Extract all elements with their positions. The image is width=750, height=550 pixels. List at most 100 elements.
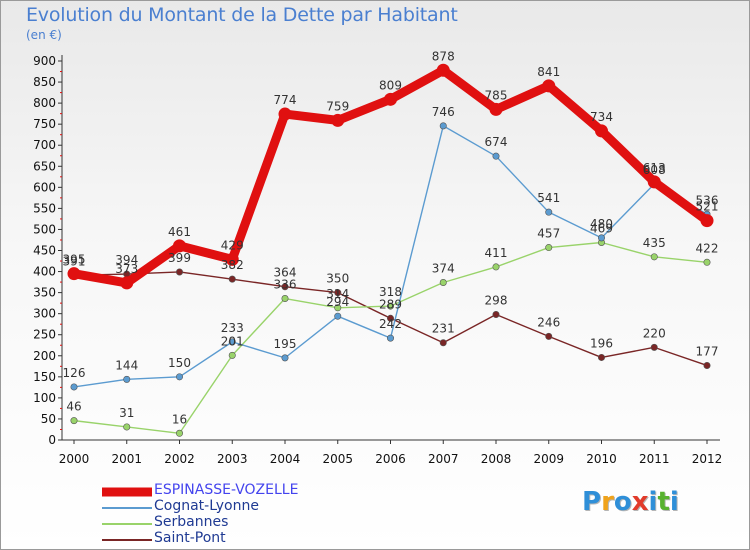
data-label: 841 [537, 65, 560, 79]
data-label: 336 [274, 278, 297, 292]
y-tick-label: 350 [33, 286, 56, 300]
x-tick-label: 2012 [692, 452, 723, 466]
data-label: 350 [326, 272, 349, 286]
data-label: 759 [326, 99, 349, 113]
data-label: 46 [66, 400, 81, 414]
data-label: 429 [221, 238, 244, 252]
data-label: 521 [696, 200, 719, 214]
data-label: 809 [379, 78, 402, 92]
legend-label: Saint-Pont [154, 530, 226, 546]
y-tick-label: 150 [33, 370, 56, 384]
data-point [597, 234, 605, 242]
y-tick-label: 700 [33, 138, 56, 152]
data-point [489, 102, 503, 116]
logo-letter: r [601, 487, 614, 517]
data-point [386, 314, 394, 322]
chart-title: Evolution du Montant de la Dette par Hab… [26, 4, 458, 26]
legend-swatch [102, 539, 152, 541]
data-point [228, 351, 236, 359]
data-point [595, 124, 608, 138]
data-label: 242 [379, 317, 402, 331]
data-label: 195 [274, 337, 297, 351]
data-point [67, 267, 81, 281]
legend-swatch [102, 523, 152, 525]
y-tick-label: 400 [33, 265, 56, 279]
data-label: 373 [115, 262, 138, 276]
legend-label: Serbannes [154, 514, 229, 530]
data-point [436, 63, 450, 77]
data-point [123, 423, 131, 431]
data-label: 480 [590, 217, 613, 231]
data-point [703, 258, 711, 266]
logo-letter: P [582, 487, 602, 517]
data-label: 608 [643, 163, 666, 177]
x-tick-label: 2010 [586, 452, 617, 466]
data-point [492, 311, 500, 319]
data-label: 457 [537, 227, 560, 241]
x-tick-label: 2009 [533, 452, 564, 466]
data-point [492, 263, 500, 271]
y-tick-label: 450 [33, 244, 56, 258]
data-label: 422 [696, 241, 719, 255]
y-tick-label: 650 [33, 159, 56, 173]
data-label: 289 [379, 297, 402, 311]
data-point [650, 343, 658, 351]
x-tick-label: 2011 [639, 452, 670, 466]
data-point [176, 373, 184, 381]
data-label: 246 [537, 315, 560, 329]
data-label: 31 [119, 406, 134, 420]
data-point [650, 253, 658, 261]
x-tick-label: 2006 [375, 452, 406, 466]
y-tick-label: 0 [48, 433, 56, 447]
data-label: 435 [643, 236, 666, 250]
data-label: 314 [326, 287, 349, 301]
data-label: 177 [696, 344, 719, 358]
y-tick-label: 250 [33, 328, 56, 342]
data-point [492, 152, 500, 160]
data-point [278, 107, 292, 121]
data-point [334, 289, 342, 297]
data-point [386, 302, 394, 310]
legend-swatch [102, 487, 152, 497]
data-point [173, 239, 186, 253]
data-label: 364 [274, 266, 297, 280]
data-point [439, 339, 447, 347]
data-point [70, 383, 78, 391]
data-point [384, 92, 397, 106]
logo-letter: i [648, 487, 658, 517]
data-label: 411 [485, 246, 508, 260]
data-label: 461 [168, 225, 191, 239]
data-point [334, 304, 342, 312]
data-label: 16 [172, 412, 187, 426]
data-label: 196 [590, 336, 613, 350]
data-label: 126 [63, 366, 86, 380]
logo-letter: o [613, 487, 632, 517]
data-point [334, 312, 342, 320]
data-label: 469 [590, 221, 613, 235]
data-label: 382 [221, 258, 244, 272]
x-tick-label: 2000 [59, 452, 90, 466]
data-point [225, 252, 239, 266]
data-label: 395 [63, 253, 86, 267]
data-point [331, 113, 345, 127]
data-label: 785 [485, 88, 508, 102]
data-label: 150 [168, 356, 191, 370]
data-point [70, 417, 78, 425]
logo-letter: t [657, 487, 670, 517]
data-label: 536 [696, 193, 719, 207]
data-point [597, 353, 605, 361]
data-point [281, 295, 289, 303]
data-point [542, 79, 556, 93]
data-point [545, 332, 553, 340]
data-point [700, 214, 714, 228]
x-tick-label: 2003 [217, 452, 248, 466]
data-label: 144 [115, 358, 138, 372]
data-label: 399 [168, 251, 191, 265]
data-label: 734 [590, 110, 613, 124]
y-tick-label: 900 [33, 54, 56, 68]
data-point [120, 276, 134, 290]
y-tick-label: 200 [33, 349, 56, 363]
logo-letter: x [631, 487, 649, 517]
data-label: 220 [643, 326, 666, 340]
